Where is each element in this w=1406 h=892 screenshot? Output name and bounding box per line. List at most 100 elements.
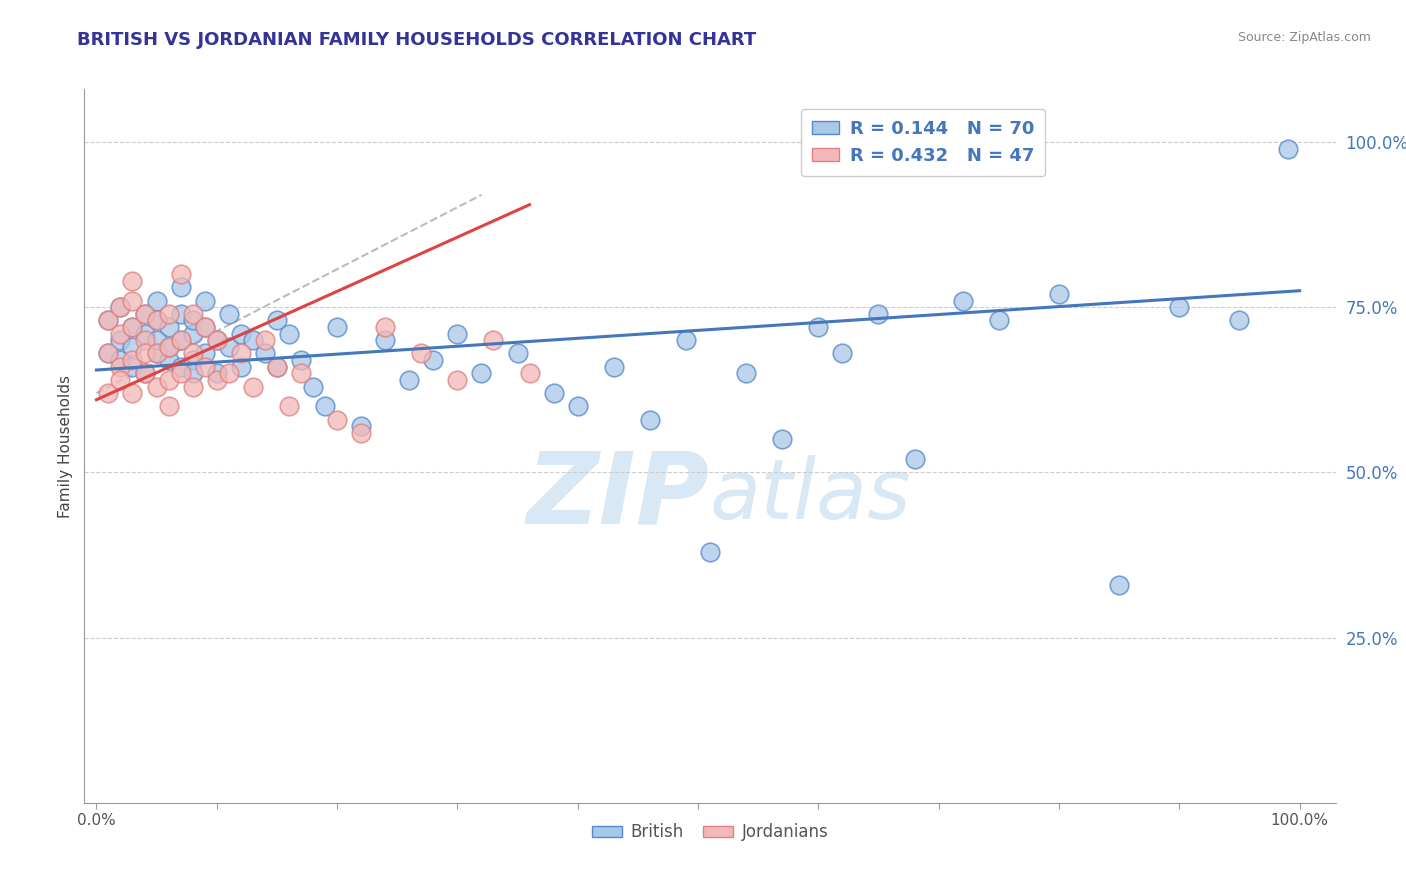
Point	[218, 307, 240, 321]
Y-axis label: Family Households: Family Households	[58, 375, 73, 517]
Point	[229, 346, 252, 360]
Text: BRITISH VS JORDANIAN FAMILY HOUSEHOLDS CORRELATION CHART: BRITISH VS JORDANIAN FAMILY HOUSEHOLDS C…	[77, 31, 756, 49]
Point	[110, 300, 132, 314]
Point	[97, 313, 120, 327]
Point	[350, 419, 373, 434]
Point	[194, 320, 217, 334]
Point	[205, 367, 228, 381]
Point	[145, 346, 167, 360]
Text: ZIP: ZIP	[527, 448, 710, 544]
Point	[134, 326, 156, 341]
Point	[422, 353, 444, 368]
Point	[218, 367, 240, 381]
Point	[266, 359, 288, 374]
Point	[675, 333, 697, 347]
Point	[446, 373, 468, 387]
Point	[1229, 313, 1251, 327]
Point	[567, 400, 589, 414]
Point	[987, 313, 1010, 327]
Point	[868, 307, 890, 321]
Point	[326, 320, 349, 334]
Point	[253, 333, 276, 347]
Point	[169, 367, 191, 381]
Point	[97, 313, 120, 327]
Point	[145, 313, 167, 327]
Point	[1277, 142, 1299, 156]
Point	[157, 340, 180, 354]
Point	[242, 379, 264, 393]
Point	[121, 320, 143, 334]
Point	[543, 386, 565, 401]
Point	[398, 373, 420, 387]
Point	[121, 386, 143, 401]
Point	[121, 274, 143, 288]
Point	[181, 367, 204, 381]
Point	[218, 340, 240, 354]
Point	[205, 333, 228, 347]
Point	[97, 346, 120, 360]
Point	[169, 267, 191, 281]
Point	[169, 280, 191, 294]
Point	[157, 353, 180, 368]
Point	[169, 359, 191, 374]
Point	[121, 340, 143, 354]
Point	[411, 346, 433, 360]
Point	[903, 452, 925, 467]
Point	[482, 333, 505, 347]
Point	[519, 367, 541, 381]
Point	[194, 320, 217, 334]
Point	[446, 326, 468, 341]
Point	[470, 367, 492, 381]
Point	[277, 326, 299, 341]
Point	[302, 379, 325, 393]
Point	[134, 307, 156, 321]
Point	[770, 433, 793, 447]
Point	[699, 545, 721, 559]
Point	[229, 326, 252, 341]
Point	[266, 359, 288, 374]
Point	[134, 346, 156, 360]
Point	[326, 412, 349, 426]
Point	[157, 320, 180, 334]
Point	[121, 293, 143, 308]
Legend: British, Jordanians: British, Jordanians	[585, 817, 835, 848]
Point	[181, 326, 204, 341]
Point	[290, 353, 312, 368]
Point	[229, 359, 252, 374]
Point	[134, 367, 156, 381]
Point	[145, 379, 167, 393]
Point	[169, 307, 191, 321]
Point	[110, 326, 132, 341]
Point	[205, 373, 228, 387]
Point	[205, 333, 228, 347]
Text: atlas: atlas	[710, 456, 911, 536]
Point	[506, 346, 529, 360]
Text: Source: ZipAtlas.com: Source: ZipAtlas.com	[1237, 31, 1371, 45]
Point	[121, 320, 143, 334]
Point	[1108, 578, 1130, 592]
Point	[181, 346, 204, 360]
Point	[1047, 287, 1070, 301]
Point	[194, 293, 217, 308]
Point	[181, 313, 204, 327]
Point	[374, 320, 396, 334]
Point	[194, 359, 217, 374]
Point	[350, 425, 373, 440]
Point	[157, 373, 180, 387]
Point	[145, 346, 167, 360]
Point	[314, 400, 336, 414]
Point	[134, 307, 156, 321]
Point	[242, 333, 264, 347]
Point	[110, 359, 132, 374]
Point	[831, 346, 853, 360]
Point	[157, 307, 180, 321]
Point	[145, 293, 167, 308]
Point	[181, 307, 204, 321]
Point	[121, 353, 143, 368]
Point	[290, 367, 312, 381]
Point	[110, 353, 132, 368]
Point	[1168, 300, 1191, 314]
Point	[603, 359, 626, 374]
Point	[952, 293, 974, 308]
Point	[110, 300, 132, 314]
